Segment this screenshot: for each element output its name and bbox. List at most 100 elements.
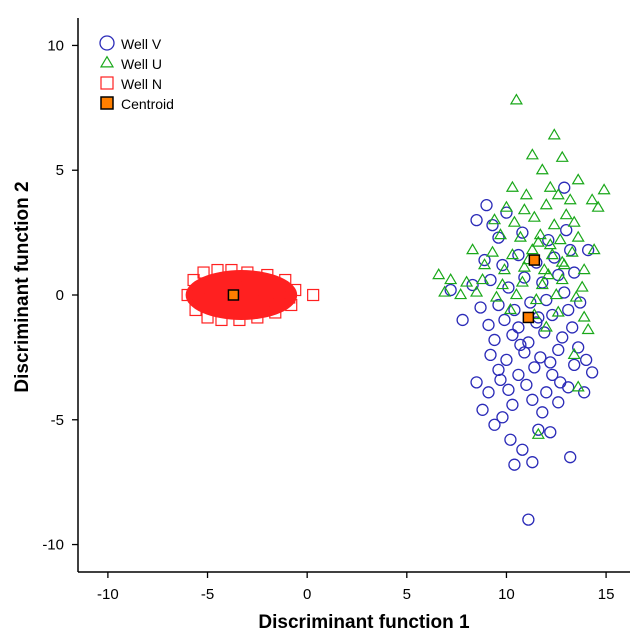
point-well-v: [478, 253, 491, 267]
point-well-u: [535, 163, 549, 175]
point-well-u: [555, 255, 569, 267]
point-well-u: [559, 208, 573, 220]
legend-item-well-n: Well N: [100, 76, 162, 92]
point-well-u: [470, 285, 484, 297]
legend-marker: [100, 96, 114, 110]
point-well-v: [540, 386, 553, 399]
point-well-u: [525, 243, 539, 255]
point-well-v: [496, 411, 509, 424]
point-well-u: [460, 275, 474, 287]
legend-item-well-u: Well U: [99, 55, 162, 72]
point-well-u: [539, 198, 553, 210]
point-well-u: [545, 248, 559, 260]
point-well-u: [585, 193, 599, 205]
point-well-u: [444, 273, 458, 285]
point-well-n: [251, 311, 264, 324]
point-well-v: [552, 343, 565, 357]
point-well-v: [484, 273, 497, 287]
y-tick-label: 10: [47, 37, 64, 54]
point-well-u: [497, 263, 512, 275]
point-well-v: [572, 341, 585, 354]
point-well-n: [233, 313, 246, 327]
point-well-v: [538, 326, 551, 339]
x-tick-label: -10: [97, 586, 119, 603]
y-tick-label: 0: [56, 287, 64, 304]
point-well-v: [560, 223, 573, 237]
point-well-v: [528, 361, 541, 374]
point-well-v: [508, 458, 521, 471]
point-well-u: [477, 258, 492, 270]
chart-axes: -10 -5 0 5 10 15 -10 -5 0 5 10: [42, 18, 630, 603]
point-well-v: [504, 433, 517, 446]
point-well-v: [566, 321, 579, 334]
point-well-u: [533, 228, 547, 240]
point-well-u: [466, 243, 480, 255]
point-well-v: [512, 368, 525, 382]
legend-marker: [99, 35, 115, 51]
point-well-u: [565, 245, 579, 257]
point-well-u: [581, 322, 595, 335]
series-well-n: [181, 263, 320, 327]
point-well-n: [307, 288, 320, 302]
series-well-v: [444, 181, 599, 526]
point-well-u: [567, 347, 581, 360]
chart-legend: Well V Well U Well N Centroid: [99, 35, 174, 112]
point-well-u: [543, 180, 557, 192]
point-well-u: [571, 173, 585, 185]
point-well-u: [517, 260, 531, 272]
point-well-u: [475, 273, 490, 285]
y-axis-title: Discriminant function 2: [12, 181, 33, 392]
point-well-v: [502, 281, 515, 294]
point-well-n: [279, 273, 292, 287]
point-well-n: [241, 281, 254, 294]
point-well-v: [580, 353, 593, 367]
point-well-v: [492, 363, 505, 377]
point-well-u: [577, 310, 591, 322]
point-well-v: [482, 318, 495, 332]
point-well-u: [555, 273, 569, 285]
point-well-v: [496, 258, 509, 272]
legend-label: Centroid: [121, 96, 174, 112]
point-well-v: [562, 303, 575, 317]
legend-label: Well N: [121, 76, 162, 92]
y-tick-label: 5: [56, 162, 64, 179]
point-well-v: [466, 278, 479, 292]
point-well-v: [536, 406, 549, 419]
x-tick-label: 5: [403, 586, 411, 603]
point-well-u: [509, 93, 523, 105]
point-well-v: [546, 308, 559, 322]
y-tick-label: -10: [42, 537, 64, 554]
point-well-v: [488, 333, 501, 347]
legend-label: Well U: [121, 56, 162, 72]
centroid-marker: [522, 311, 535, 324]
point-well-u: [519, 188, 533, 200]
point-well-n: [181, 288, 194, 302]
point-well-u: [517, 203, 531, 215]
point-well-u: [549, 288, 563, 300]
point-well-v: [502, 383, 515, 396]
point-well-u: [577, 263, 591, 275]
x-tick-label: -5: [201, 586, 214, 603]
point-well-v: [526, 393, 539, 406]
x-tick-label: 15: [598, 586, 615, 603]
legend-item-well-v: Well V: [99, 35, 162, 52]
point-well-v: [578, 386, 591, 399]
point-well-u: [597, 183, 611, 195]
point-well-u: [513, 230, 527, 242]
point-well-v: [506, 398, 519, 411]
point-well-n: [189, 303, 202, 317]
point-well-u: [547, 218, 561, 230]
point-well-u: [525, 148, 539, 160]
legend-item-centroid: Centroid: [100, 96, 174, 112]
point-well-v: [574, 296, 587, 309]
point-well-v: [522, 336, 535, 349]
point-well-v: [564, 451, 577, 464]
point-well-u: [509, 288, 523, 300]
point-well-v: [568, 358, 581, 372]
point-well-u: [571, 230, 585, 242]
point-well-v: [556, 331, 569, 344]
point-well-n: [241, 266, 254, 279]
centroid-marker: [227, 289, 240, 301]
point-well-u: [553, 233, 567, 245]
